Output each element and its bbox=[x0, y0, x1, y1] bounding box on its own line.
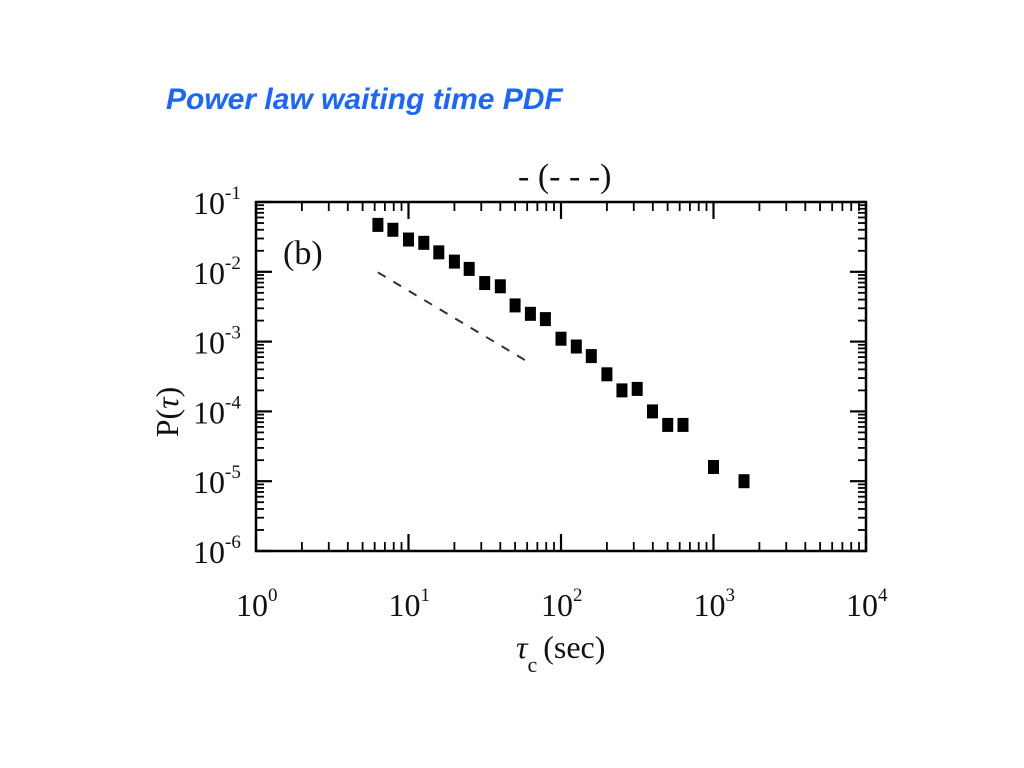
x-tick-exponent: 1 bbox=[421, 585, 431, 606]
x-tick-label: 103 bbox=[694, 585, 736, 623]
data-point-marker bbox=[616, 383, 628, 398]
data-point-marker bbox=[570, 339, 582, 354]
x-tick-label: 104 bbox=[846, 585, 888, 623]
y-tick-label: 10-6 bbox=[193, 532, 241, 570]
y-tick-exponent: -2 bbox=[225, 253, 241, 274]
data-point-marker bbox=[662, 417, 674, 432]
x-tick-base: 10 bbox=[846, 587, 878, 623]
data-point-marker bbox=[631, 381, 643, 396]
x-tick-exponent: 4 bbox=[878, 585, 888, 606]
y-tick-label: 10-5 bbox=[193, 462, 241, 500]
data-point-marker bbox=[539, 312, 551, 327]
x-tick-base: 10 bbox=[541, 587, 573, 623]
data-point-marker bbox=[585, 349, 597, 364]
y-tick-label: 10-4 bbox=[193, 392, 241, 430]
y-tick-exponent: -5 bbox=[225, 462, 241, 483]
y-axis-suffix: ) bbox=[149, 387, 185, 398]
x-tick-base: 10 bbox=[389, 587, 421, 623]
clipped-caption-fragment: - (- - -) bbox=[518, 158, 611, 195]
x-tick-label: 100 bbox=[236, 585, 278, 623]
y-tick-exponent: -1 bbox=[225, 183, 241, 204]
data-markers bbox=[372, 217, 750, 489]
y-tick-exponent: -3 bbox=[225, 323, 241, 344]
y-tick-label: 10-2 bbox=[193, 253, 241, 291]
major-ticks bbox=[254, 200, 868, 553]
y-tick-exponent: -6 bbox=[225, 532, 241, 553]
y-tick-base: 10 bbox=[193, 394, 225, 430]
x-tick-labels: 100 101 102 103 104 bbox=[236, 585, 888, 623]
slide-title: Power law waiting time PDF bbox=[166, 83, 563, 116]
reference-dashed-line bbox=[377, 271, 528, 363]
data-point-marker bbox=[708, 459, 719, 474]
data-point-marker bbox=[418, 235, 430, 250]
data-point-marker bbox=[494, 279, 506, 294]
x-tick-exponent: 0 bbox=[268, 585, 278, 606]
plot-frame bbox=[254, 200, 868, 553]
data-point-marker bbox=[448, 254, 460, 269]
y-axis-label: P(τ) bbox=[149, 387, 185, 438]
y-axis-symbol: τ bbox=[149, 396, 185, 409]
x-tick-exponent: 2 bbox=[573, 585, 583, 606]
data-point-marker bbox=[387, 222, 399, 237]
y-tick-label: 10-3 bbox=[193, 323, 241, 361]
y-tick-labels: 10-110-210-310-410-510-6 bbox=[193, 183, 241, 570]
y-tick-label: 10-1 bbox=[193, 183, 241, 221]
data-point-marker bbox=[601, 367, 613, 382]
x-axis-symbol: τ bbox=[516, 629, 529, 665]
data-point-marker bbox=[372, 217, 384, 232]
data-point-marker bbox=[463, 261, 475, 276]
data-point-marker bbox=[403, 232, 414, 247]
data-point-marker bbox=[479, 276, 491, 291]
data-point-marker bbox=[738, 474, 750, 489]
reference-line-group bbox=[377, 271, 528, 363]
data-point-marker bbox=[555, 331, 567, 346]
data-point-marker bbox=[524, 306, 536, 321]
x-axis-unit: (sec) bbox=[543, 629, 605, 665]
y-tick-base: 10 bbox=[193, 185, 225, 221]
x-tick-base: 10 bbox=[694, 587, 726, 623]
x-tick-label: 102 bbox=[541, 585, 583, 623]
y-tick-base: 10 bbox=[193, 464, 225, 500]
x-axis-subscript: c bbox=[527, 652, 537, 677]
data-point-marker bbox=[646, 404, 658, 419]
x-axis-label: τc (sec) bbox=[516, 629, 605, 677]
y-tick-base: 10 bbox=[193, 534, 225, 570]
y-tick-base: 10 bbox=[193, 255, 225, 291]
y-tick-base: 10 bbox=[193, 325, 225, 361]
data-point-marker bbox=[677, 417, 689, 432]
y-axis-prefix: P( bbox=[149, 409, 185, 437]
data-point-marker bbox=[433, 245, 445, 260]
x-tick-base: 10 bbox=[236, 587, 268, 623]
x-tick-label: 101 bbox=[389, 585, 431, 623]
x-tick-exponent: 3 bbox=[726, 585, 736, 606]
minor-ticks bbox=[256, 202, 866, 551]
y-tick-exponent: -4 bbox=[225, 392, 241, 413]
data-point-marker bbox=[509, 298, 521, 313]
panel-label: (b) bbox=[283, 235, 323, 272]
